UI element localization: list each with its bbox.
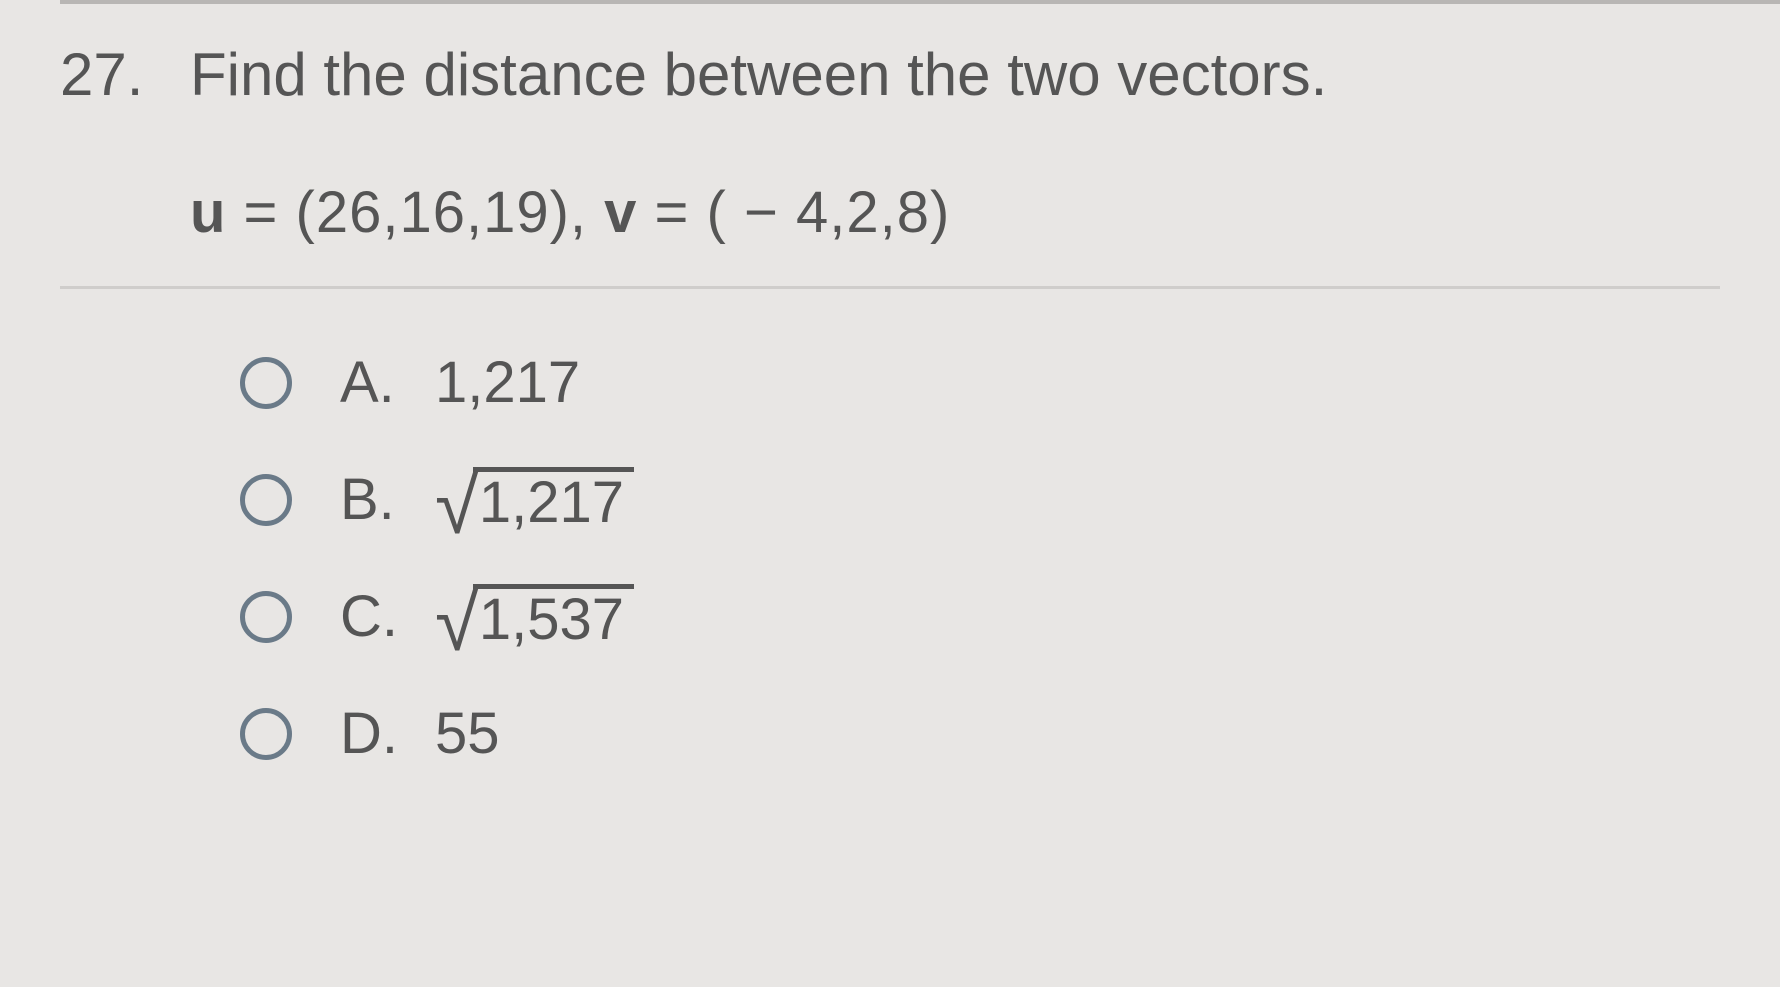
radical-icon: √ <box>435 593 479 653</box>
sqrt-expression: √ 1,537 <box>435 584 634 649</box>
option-a[interactable]: A. 1,217 <box>240 349 1720 416</box>
vector-u-value: = (26,16,19), <box>226 180 604 245</box>
question-line: 27. Find the distance between the two ve… <box>60 40 1720 109</box>
option-value: 55 <box>435 700 500 767</box>
option-letter: A. <box>340 349 435 416</box>
option-letter: D. <box>340 700 435 767</box>
option-value: 1,537 <box>473 584 634 649</box>
options-list: A. 1,217 B. √ 1,217 C. √ 1,537 D. 55 <box>240 349 1720 767</box>
radical-icon: √ <box>435 476 479 536</box>
option-value: 1,217 <box>435 349 580 416</box>
top-rule <box>60 0 1780 4</box>
vector-v-symbol: v <box>604 180 637 245</box>
question-prompt: Find the distance between the two vector… <box>190 40 1327 109</box>
sqrt-expression: √ 1,217 <box>435 467 634 532</box>
question-block: 27. Find the distance between the two ve… <box>60 40 1720 817</box>
option-letter: B. <box>340 466 435 533</box>
radio-icon[interactable] <box>240 357 292 409</box>
divider-line <box>60 286 1720 289</box>
vector-u-symbol: u <box>190 180 226 245</box>
radio-icon[interactable] <box>240 474 292 526</box>
vector-v-value: = ( − 4,2,8) <box>637 180 950 245</box>
option-c[interactable]: C. √ 1,537 <box>240 583 1720 650</box>
option-b[interactable]: B. √ 1,217 <box>240 466 1720 533</box>
radio-icon[interactable] <box>240 591 292 643</box>
option-d[interactable]: D. 55 <box>240 700 1720 767</box>
option-letter: C. <box>340 583 435 650</box>
question-number: 27. <box>60 40 190 109</box>
option-value: 1,217 <box>473 467 634 532</box>
vectors-expression: u = (26,16,19), v = ( − 4,2,8) <box>190 179 1720 246</box>
radio-icon[interactable] <box>240 708 292 760</box>
